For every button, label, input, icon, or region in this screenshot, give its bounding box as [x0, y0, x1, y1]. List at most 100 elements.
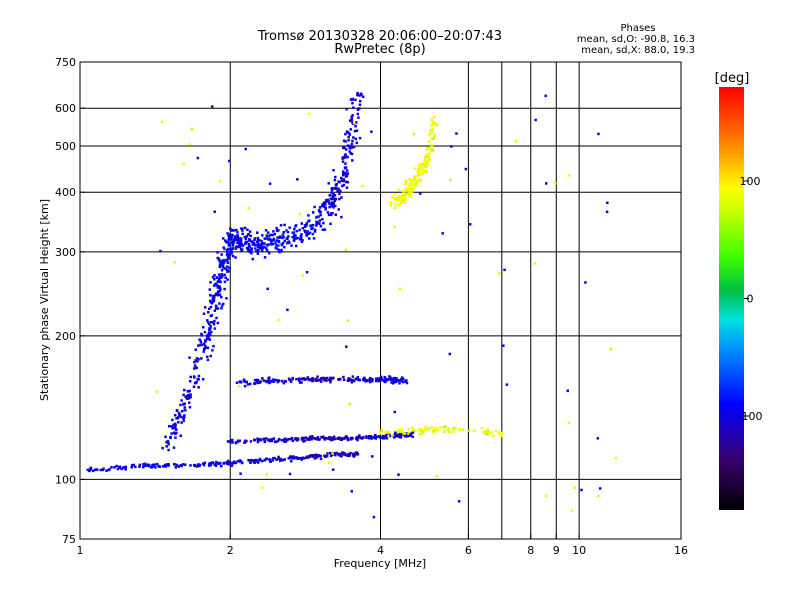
colorbar: [719, 87, 744, 510]
echo-point: [397, 195, 401, 198]
echo-point: [214, 462, 218, 465]
echo-point: [380, 377, 383, 381]
echo-point: [393, 225, 396, 229]
echo-point: [173, 261, 176, 264]
echo-point: [179, 434, 183, 437]
echo-point: [236, 238, 239, 241]
echo-point: [428, 158, 431, 162]
echo-point: [396, 433, 400, 437]
x-tick-label: 2: [227, 544, 234, 557]
echo-point: [222, 246, 225, 249]
echo-point: [364, 380, 367, 383]
echo-point: [370, 437, 374, 440]
echo-point: [314, 377, 317, 381]
echo-point: [221, 264, 224, 268]
echo-point: [256, 461, 260, 464]
series-point: [409, 185, 413, 189]
series-point: [343, 166, 347, 170]
echo-point: [192, 367, 196, 370]
echo-point: [340, 215, 343, 219]
echo-point: [439, 425, 442, 429]
echo-point: [194, 359, 197, 362]
echo-point: [272, 380, 275, 383]
echo-point: [227, 234, 230, 238]
echo-point: [344, 180, 348, 184]
echo-point: [417, 164, 420, 167]
echo-point: [261, 245, 265, 249]
echo-point: [387, 434, 390, 438]
echo-point: [302, 436, 305, 440]
echo-point: [428, 133, 431, 137]
echo-point: [243, 384, 247, 388]
echo-point: [254, 247, 257, 250]
echo-point: [101, 468, 105, 472]
echo-point: [320, 376, 324, 380]
echo-point: [573, 486, 577, 489]
x-axis-label: Frequency [MHz]: [334, 557, 426, 570]
echo-point: [327, 213, 331, 217]
echo-point: [235, 245, 238, 248]
gridlines: [80, 62, 681, 539]
echo-point: [408, 177, 412, 181]
echo-point: [221, 266, 225, 269]
echo-point: [221, 237, 225, 240]
echo-point: [300, 240, 304, 244]
echo-point: [337, 208, 340, 211]
echo-point: [345, 169, 349, 172]
echo-point: [281, 233, 285, 236]
echo-point: [230, 241, 234, 244]
echo-point: [207, 464, 211, 467]
series-point: [384, 435, 388, 439]
echo-point: [217, 258, 221, 262]
echo-point: [290, 459, 293, 463]
echo-point: [351, 114, 354, 117]
echo-point: [267, 438, 270, 442]
echo-point: [256, 242, 260, 246]
echo-point: [393, 193, 397, 196]
echo-point: [226, 232, 229, 235]
echo-point: [332, 435, 336, 439]
series-point: [217, 461, 221, 465]
echo-point: [534, 118, 537, 122]
echo-point: [271, 459, 274, 462]
echo-point: [188, 356, 191, 359]
echo-point: [93, 468, 97, 472]
echo-point: [350, 115, 353, 119]
echo-point: [196, 156, 200, 160]
echo-point: [327, 436, 331, 439]
echo-point: [292, 237, 296, 240]
echo-point: [346, 155, 349, 159]
echo-point: [358, 94, 361, 97]
x-tick-label: 8: [527, 544, 534, 557]
echo-point: [209, 305, 213, 309]
echo-point: [311, 232, 315, 236]
echo-point: [404, 189, 408, 193]
echo-point: [207, 336, 210, 339]
echo-point: [189, 375, 192, 379]
data-series: [89, 93, 504, 471]
echo-point: [352, 379, 356, 383]
echo-point: [390, 196, 394, 199]
echo-point: [430, 145, 433, 149]
echo-point: [210, 314, 214, 317]
echo-point: [242, 378, 246, 382]
echo-point: [333, 178, 337, 182]
echo-point: [279, 224, 283, 227]
echo-point: [243, 226, 247, 230]
echo-point: [340, 437, 344, 440]
echo-point: [414, 429, 417, 433]
echo-point: [356, 436, 360, 440]
echo-point: [264, 229, 268, 232]
echo-point: [194, 348, 198, 351]
echo-point: [258, 239, 261, 242]
echo-point: [344, 436, 347, 440]
echo-point: [203, 461, 207, 465]
echo-point: [328, 437, 332, 440]
series-point: [330, 201, 334, 205]
echo-point: [165, 445, 168, 448]
series-point: [309, 436, 313, 440]
echo-point: [120, 467, 123, 471]
echo-point: [197, 344, 200, 347]
echo-point: [289, 380, 293, 383]
echo-point: [169, 436, 172, 440]
